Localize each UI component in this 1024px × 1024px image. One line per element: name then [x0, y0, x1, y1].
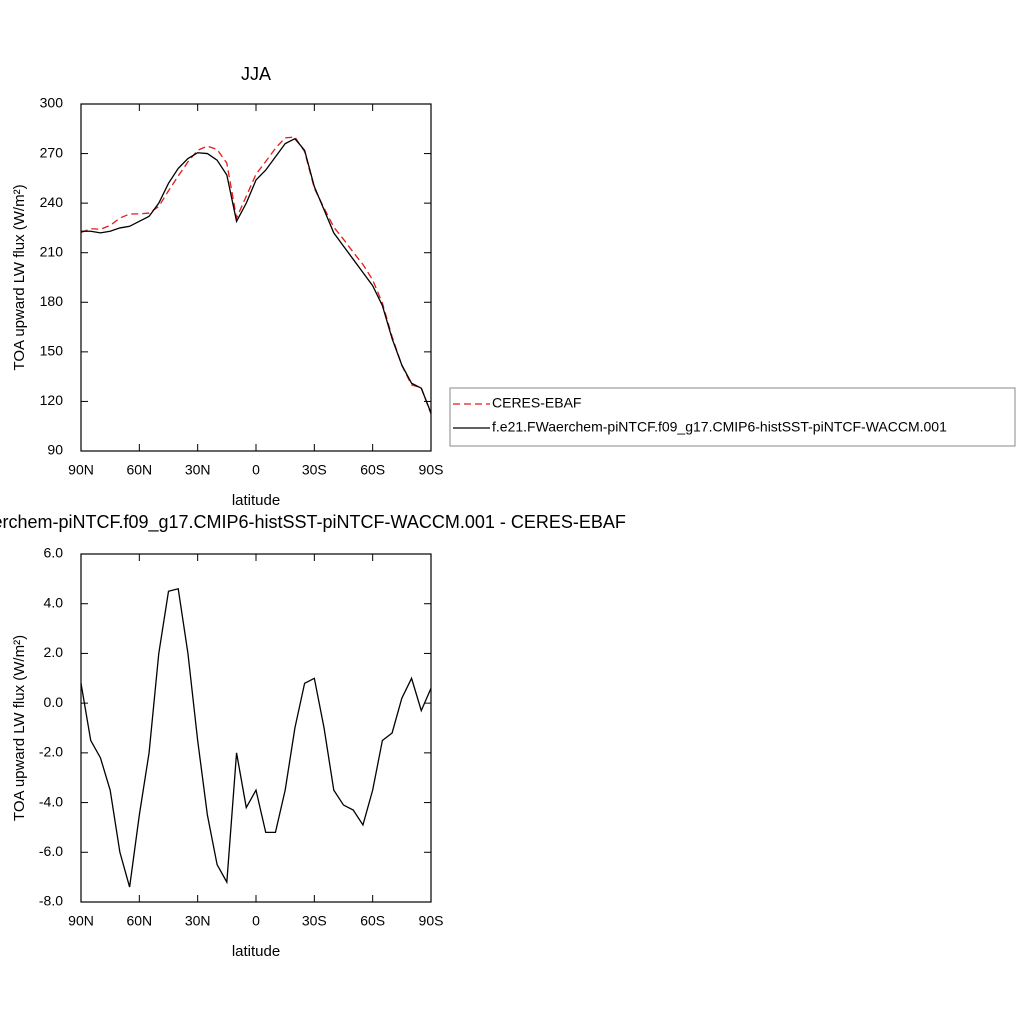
y-tick-label: 240 [40, 194, 64, 210]
x-tick-label: 0 [252, 913, 260, 929]
data-line [80, 136, 432, 415]
y-tick-label: 120 [40, 392, 64, 408]
x-tick-label: 60S [360, 913, 385, 929]
plot-frame [80, 103, 432, 452]
x-tick-label: 30S [302, 913, 327, 929]
y-tick-label: 150 [40, 343, 64, 359]
y-tick-label: 210 [40, 243, 64, 259]
x-tick-label: 60S [360, 462, 385, 478]
y-axis-label: TOA upward LW flux (W/m²) [11, 635, 28, 821]
x-axis-label: latitude [232, 492, 280, 509]
y-tick-label: 270 [40, 144, 64, 160]
legend-label: CERES-EBAF [492, 395, 581, 411]
legend-label: f.e21.FWaerchem-piNTCF.f09_g17.CMIP6-his… [492, 419, 947, 435]
x-tick-label: 60N [126, 913, 152, 929]
data-line [80, 587, 432, 888]
y-tick-label: -2.0 [39, 744, 63, 760]
x-tick-label: 90N [68, 913, 94, 929]
x-tick-label: 30N [185, 462, 211, 478]
y-tick-label: 4.0 [44, 594, 64, 610]
chart-title: f.e21.FWaerchem-piNTCF.f09_g17.CMIP6-his… [0, 512, 626, 533]
y-tick-label: -8.0 [39, 893, 63, 909]
y-tick-label: 0.0 [44, 694, 64, 710]
chart-title: JJA [241, 64, 271, 84]
data-line [81, 137, 432, 414]
y-tick-label: 180 [40, 293, 64, 309]
x-tick-label: 0 [252, 462, 260, 478]
x-tick-label: 90N [68, 462, 94, 478]
y-tick-label: 6.0 [44, 545, 64, 561]
y-tick-label: 2.0 [44, 644, 64, 660]
y-tick-label: -4.0 [39, 793, 63, 809]
x-tick-label: 30N [185, 913, 211, 929]
y-tick-label: 300 [40, 95, 64, 111]
y-tick-label: -6.0 [39, 843, 63, 859]
x-tick-label: 30S [302, 462, 327, 478]
legend-box [449, 387, 1016, 447]
x-tick-label: 90S [419, 462, 444, 478]
plot-frame [80, 553, 432, 903]
x-tick-label: 90S [419, 913, 444, 929]
x-axis-label: latitude [232, 943, 280, 960]
x-tick-label: 60N [126, 462, 152, 478]
y-axis-label: TOA upward LW flux (W/m²) [11, 184, 28, 370]
y-tick-label: 90 [47, 442, 63, 458]
